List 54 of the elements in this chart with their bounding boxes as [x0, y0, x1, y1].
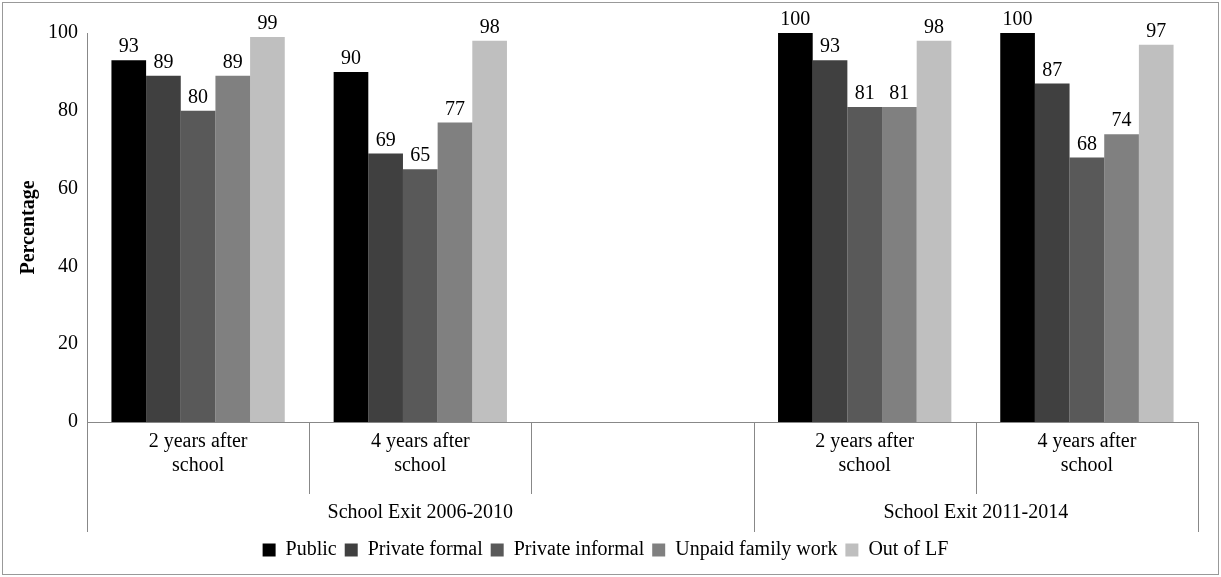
data-label: 65: [410, 143, 431, 166]
data-label: 77: [444, 96, 465, 119]
bar: [916, 40, 952, 422]
data-label: 93: [118, 34, 139, 57]
y-tick-label: 0: [68, 409, 78, 432]
bar: [812, 60, 848, 422]
y-tick-label: 60: [58, 175, 78, 198]
x-tick-label: 2 years after school: [815, 429, 915, 476]
data-label: 90: [340, 46, 361, 69]
legend-label: Unpaid family work: [675, 537, 838, 561]
y-tick-label: 40: [58, 253, 78, 276]
bar: [368, 153, 403, 422]
data-label: 93: [820, 34, 841, 57]
data-label: 87: [1042, 57, 1063, 80]
bar: [180, 110, 216, 422]
bar: [146, 75, 181, 422]
legend-label: Private informal: [513, 537, 645, 560]
data-label: 69: [375, 127, 396, 150]
y-axis-title: Percentage: [16, 180, 40, 275]
bar: [1138, 44, 1174, 422]
bar: [778, 33, 813, 422]
data-label: 81: [854, 81, 875, 104]
legend-label: Private formal: [367, 537, 484, 560]
data-label: 89: [153, 50, 174, 73]
data-label: 80: [188, 85, 209, 108]
bar: [1069, 157, 1105, 422]
data-label: 98: [924, 15, 945, 38]
data-label: 74: [1111, 108, 1132, 131]
x-tick-label: 4 years after school: [1037, 429, 1137, 476]
bar: [1000, 33, 1035, 422]
data-label: 89: [222, 50, 243, 73]
bar: [111, 60, 147, 422]
y-tick-label: 100: [48, 20, 78, 43]
x-tick-label: 2 years after school: [148, 429, 248, 476]
data-label: 98: [479, 15, 500, 38]
legend-label: Public: [285, 537, 337, 560]
data-label: 99: [257, 11, 278, 34]
bar: [333, 71, 369, 422]
legend-label: Out of LF: [868, 537, 949, 560]
bar: [1034, 83, 1070, 422]
text: School Exit 2011-2014: [883, 500, 1069, 523]
data-label: 81: [889, 81, 910, 104]
text: School Exit 2006-2010: [327, 500, 514, 523]
data-label: 100: [1002, 7, 1033, 30]
y-tick-label: 80: [58, 98, 78, 121]
bar: [472, 40, 507, 422]
bar: [402, 169, 438, 422]
bar: [847, 106, 883, 422]
data-label: 100: [780, 7, 811, 30]
data-label: 68: [1076, 131, 1097, 154]
y-tick-label: 20: [58, 331, 78, 354]
data-label: 97: [1146, 18, 1167, 41]
x-tick-label: 4 years after school: [370, 429, 471, 476]
bar: [250, 36, 285, 422]
